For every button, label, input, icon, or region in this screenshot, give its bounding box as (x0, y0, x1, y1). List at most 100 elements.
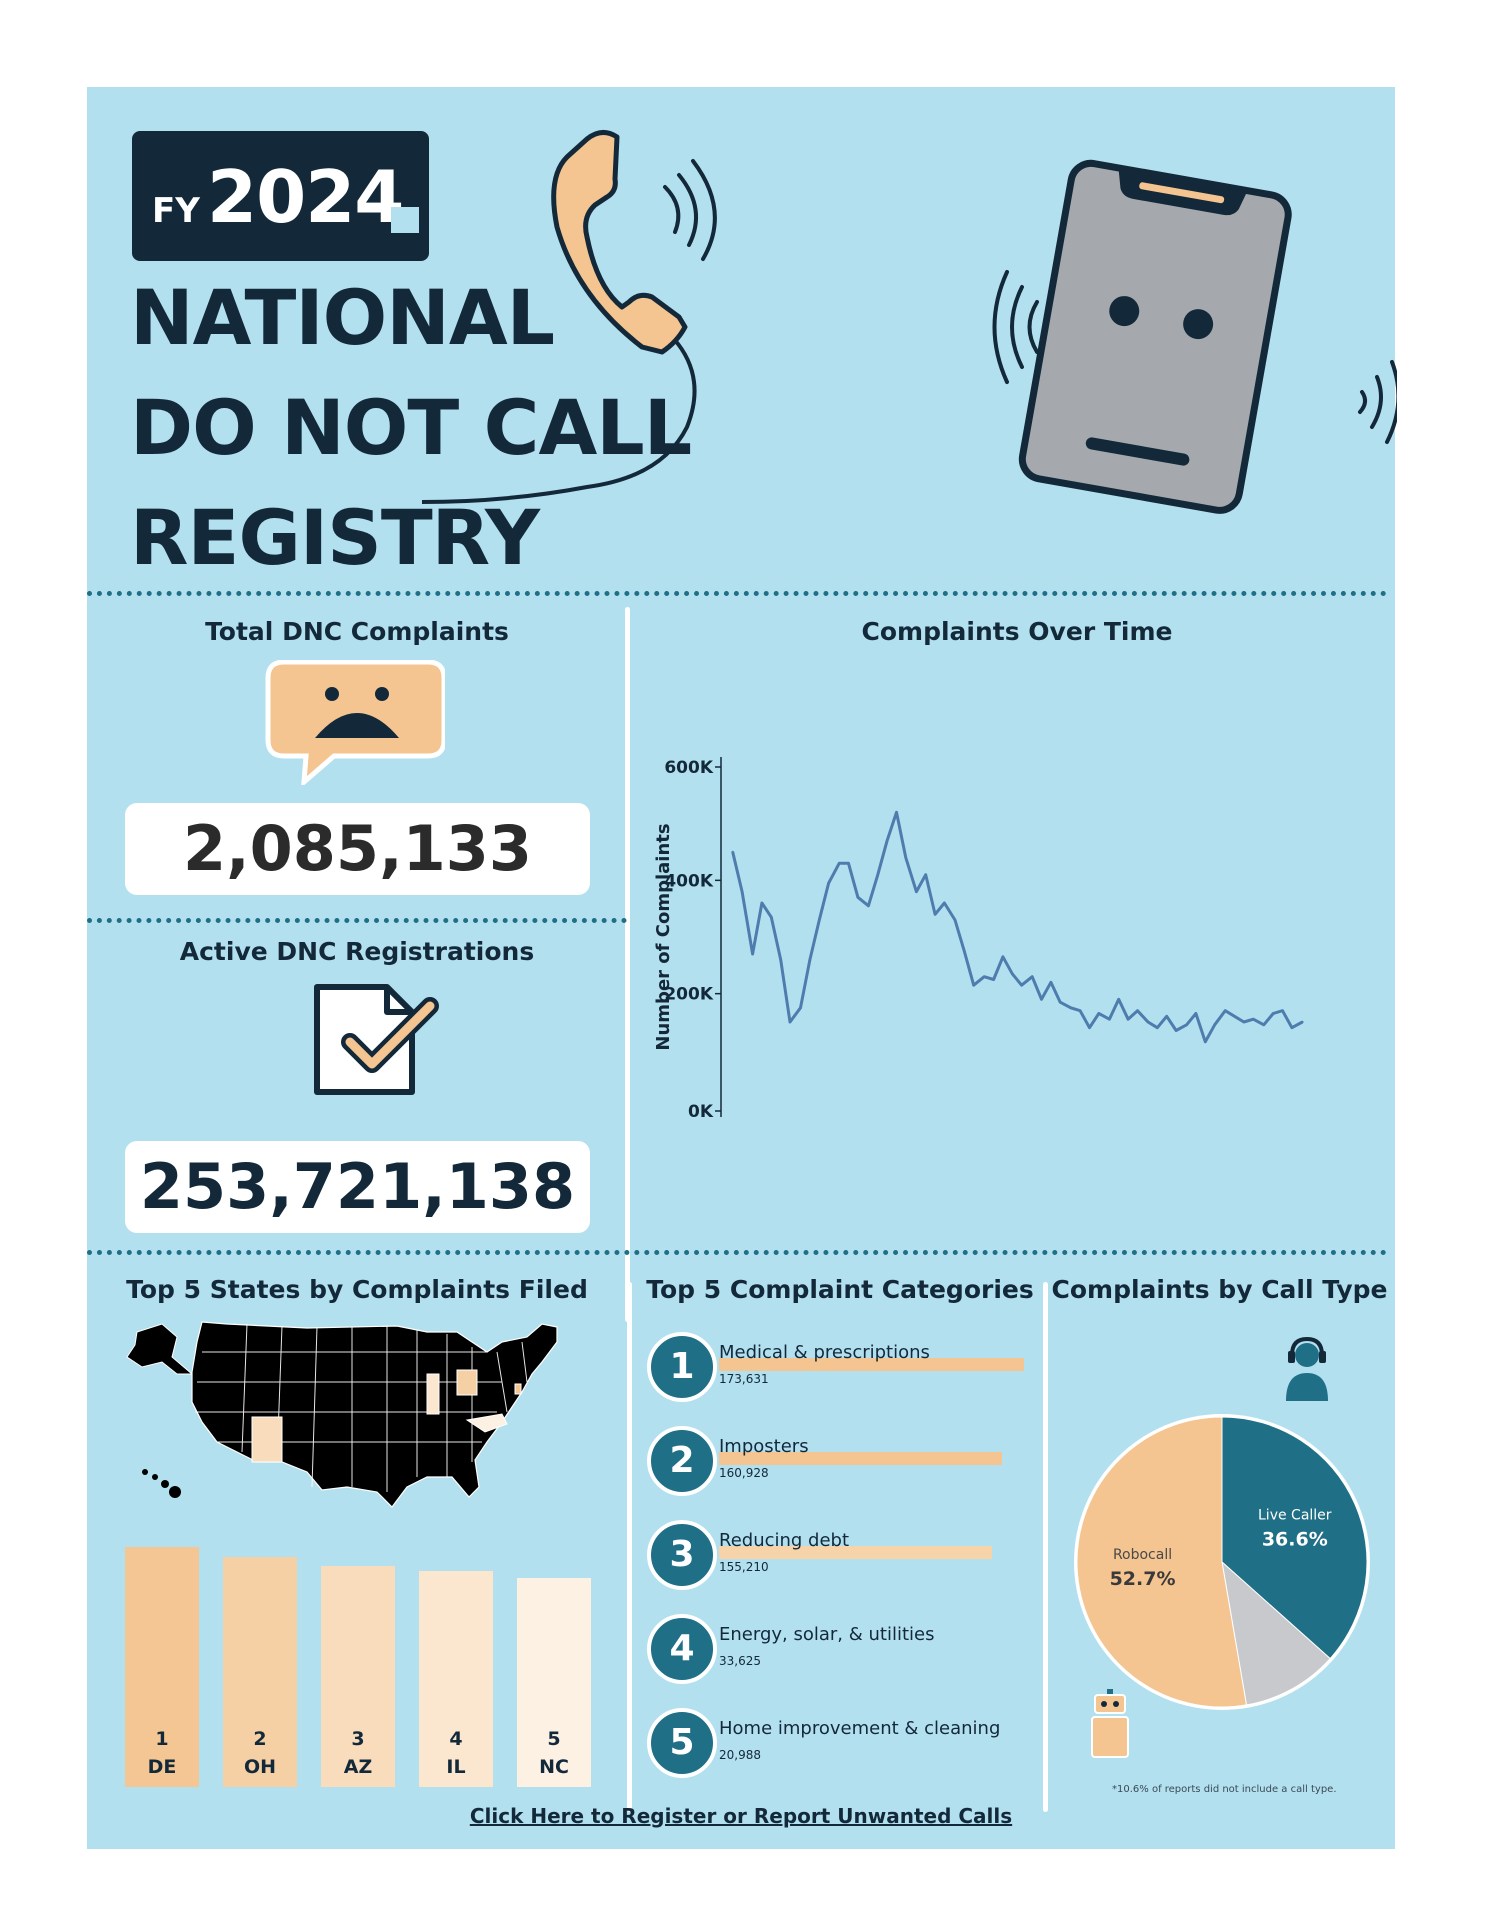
state-nc (465, 1413, 508, 1433)
data-point (1165, 1015, 1168, 1018)
data-point (1049, 981, 1053, 984)
data-point (1001, 955, 1005, 959)
data-point (972, 983, 975, 987)
pie-label: Robocall (1113, 1547, 1172, 1563)
data-point (1069, 1006, 1072, 1010)
pie-value-label: 52.7% (1110, 1568, 1176, 1590)
category-value: 160,928 (719, 1466, 769, 1480)
divider-top (87, 591, 1387, 596)
pie-slice-unlabeled (1221, 1560, 1331, 1706)
telephone-handset-icon (421, 130, 717, 504)
data-point (1223, 1009, 1227, 1012)
categories-title: Top 5 Complaint Categories (646, 1275, 1034, 1304)
category-bar (719, 1452, 1002, 1465)
call-type-title: Complaints by Call Type (1051, 1275, 1388, 1304)
register-report-link[interactable]: Click Here to Register or Report Unwante… (469, 1804, 1013, 1828)
active-registrations-value: 253,721,138 (125, 1141, 590, 1233)
data-point (876, 873, 879, 876)
data-point (779, 958, 782, 961)
complaints-over-time-chart: 0K200K400K600K20202021202220232024Number… (653, 757, 1304, 1117)
data-point (1281, 1009, 1284, 1012)
data-point (992, 978, 995, 981)
data-point (924, 873, 927, 876)
data-point (915, 890, 918, 893)
us-states-map-icon (126, 1321, 558, 1508)
data-point (837, 862, 841, 865)
top-states-title: Top 5 States by Complaints Filed (126, 1275, 588, 1304)
data-point (751, 952, 754, 956)
category-value: 155,210 (719, 1560, 769, 1574)
state-bar-label: 1 DE (125, 1725, 199, 1781)
data-point (808, 958, 812, 961)
total-complaints-title: Total DNC Complaints (205, 617, 509, 646)
data-point (731, 850, 734, 854)
state-bar-de (125, 1547, 199, 1787)
series-line-complaints (731, 810, 1304, 1044)
call-type-footnote: *10.6% of reports did not include a call… (1112, 1784, 1337, 1795)
divider-vertical-middle (625, 607, 630, 1322)
pie-value-label: 36.6% (1262, 1528, 1328, 1550)
state-rank: 1 (155, 1728, 169, 1750)
y-tick-label: 600K (664, 758, 713, 778)
data-point (1185, 1023, 1188, 1027)
state-oh (456, 1369, 478, 1396)
data-point (770, 915, 773, 919)
line-chart-title: Complaints Over Time (861, 617, 1173, 646)
state-rank: 3 (351, 1728, 365, 1750)
data-point (953, 918, 957, 922)
data-point (885, 839, 889, 842)
y-tick-label: 200K (664, 985, 713, 1005)
data-point (1174, 1029, 1178, 1032)
data-point (1020, 983, 1023, 987)
category-row: 4 Energy, solar, & utilities 33,625 (647, 1614, 1047, 1694)
infographic-panel: FY 2024 NATIONAL DO NOT CALL REGISTRY (87, 87, 1397, 1849)
category-rank-badge: 1 (647, 1332, 717, 1402)
data-point (1040, 998, 1043, 1001)
divider-bottom (87, 1250, 1387, 1255)
data-point (818, 918, 821, 922)
state-rank: 2 (253, 1728, 267, 1750)
category-rank-badge: 3 (647, 1520, 717, 1590)
category-row: 2 Imposters 160,928 (647, 1426, 1047, 1506)
active-registrations-title: Active DNC Registrations (179, 937, 535, 966)
state-bar-nc (517, 1578, 591, 1787)
data-point (1290, 1026, 1294, 1029)
divider-vertical-bottom-1 (627, 1282, 632, 1812)
state-de (514, 1383, 522, 1395)
data-point (799, 1006, 802, 1010)
data-point (867, 904, 870, 908)
data-point (1088, 1026, 1091, 1029)
data-point (943, 901, 946, 905)
data-point (895, 811, 898, 814)
category-rank-badge: 5 (647, 1708, 717, 1778)
data-point (1136, 1009, 1139, 1012)
data-point (760, 901, 764, 905)
sad-speech-bubble-icon (265, 660, 445, 785)
title-line-2: DO NOT CALL (130, 383, 692, 472)
category-value: 20,988 (719, 1748, 761, 1762)
state-bar-il (419, 1571, 493, 1787)
state-code: OH (243, 1756, 277, 1778)
fy-year: 2024 (207, 155, 404, 239)
data-point (1213, 1023, 1216, 1027)
category-bar (719, 1546, 992, 1559)
data-point (1108, 1017, 1111, 1021)
pie-slice-live-caller (1221, 1416, 1368, 1660)
y-axis-label: Number of Complaints (653, 823, 674, 1050)
category-name: Energy, solar, & utilities (719, 1624, 935, 1645)
data-point (1271, 1012, 1275, 1015)
data-point (904, 856, 908, 859)
data-point (963, 949, 966, 953)
cursor-square (391, 207, 419, 233)
y-tick-label: 0K (688, 1102, 714, 1117)
data-point (847, 862, 850, 865)
category-row: 5 Home improvement & cleaning 20,988 (647, 1708, 1047, 1788)
document-checkmark-icon (314, 984, 439, 1095)
state-rank: 4 (449, 1728, 463, 1750)
fy-badge: FY 2024 (132, 131, 429, 261)
category-bar (719, 1358, 1024, 1371)
data-point (1194, 1012, 1198, 1015)
data-point (1126, 1017, 1130, 1021)
y-tick-label: 400K (664, 871, 713, 891)
data-point (1059, 1000, 1062, 1004)
